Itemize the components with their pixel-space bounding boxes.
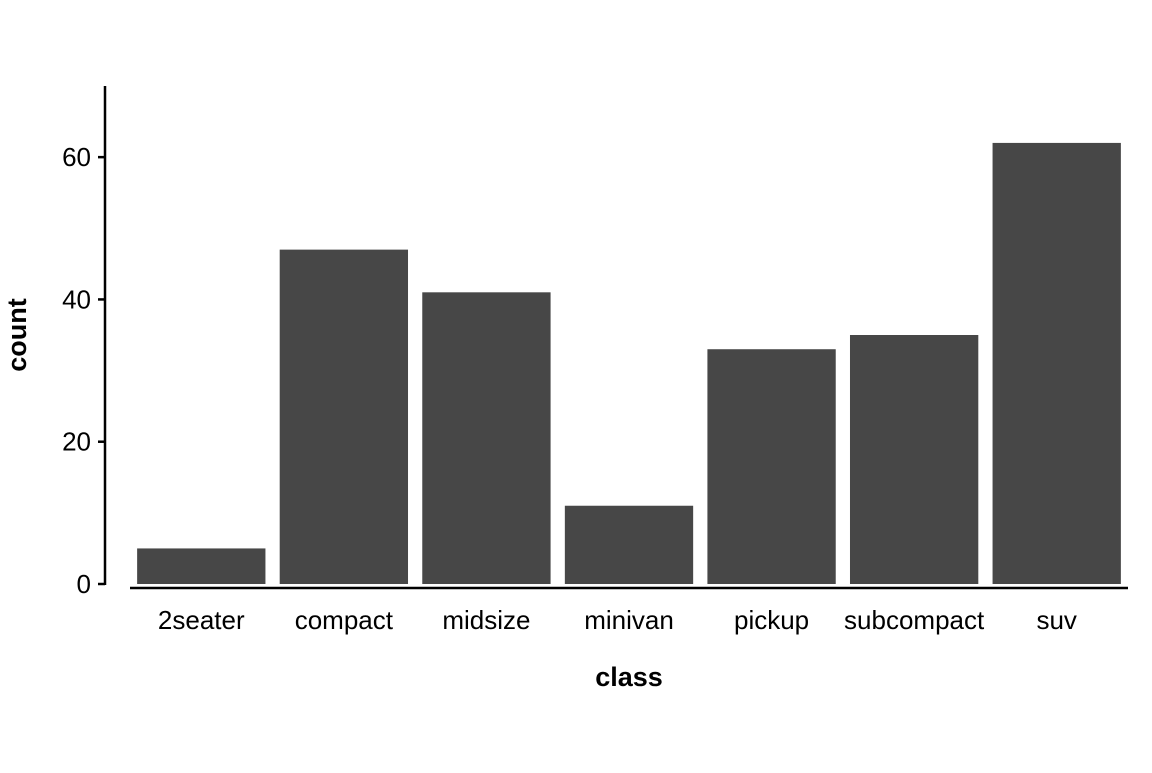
y-tick-label: 40 bbox=[62, 284, 91, 314]
y-axis-title: count bbox=[2, 298, 32, 372]
x-tick-label: compact bbox=[295, 605, 394, 635]
x-ticks-group: 2seater compact midsize minivan pickup subcom… bbox=[158, 605, 1077, 635]
y-tick-label: 0 bbox=[77, 569, 91, 599]
x-tick-label: 2seater bbox=[158, 605, 245, 635]
x-axis-title: class bbox=[595, 662, 663, 692]
x-tick-label: minivan bbox=[584, 605, 674, 635]
x-tick-label: pickup bbox=[734, 605, 809, 635]
bar-suv bbox=[992, 142, 1121, 584]
bar-subcompact bbox=[849, 335, 979, 584]
y-tick-label: 20 bbox=[62, 427, 91, 457]
bar-compact bbox=[279, 249, 409, 584]
x-tick-label: midsize bbox=[442, 605, 530, 635]
bars-group bbox=[137, 142, 1121, 584]
x-tick-label: suv bbox=[1036, 605, 1076, 635]
y-ticks-group: 0 20 40 60 bbox=[62, 142, 105, 599]
bar-pickup bbox=[707, 349, 836, 584]
y-tick-label: 60 bbox=[62, 142, 91, 172]
bar-minivan bbox=[564, 505, 694, 584]
bar-midsize bbox=[422, 292, 551, 584]
x-tick-label: subcompact bbox=[844, 605, 985, 635]
bar-2seater bbox=[137, 548, 266, 584]
